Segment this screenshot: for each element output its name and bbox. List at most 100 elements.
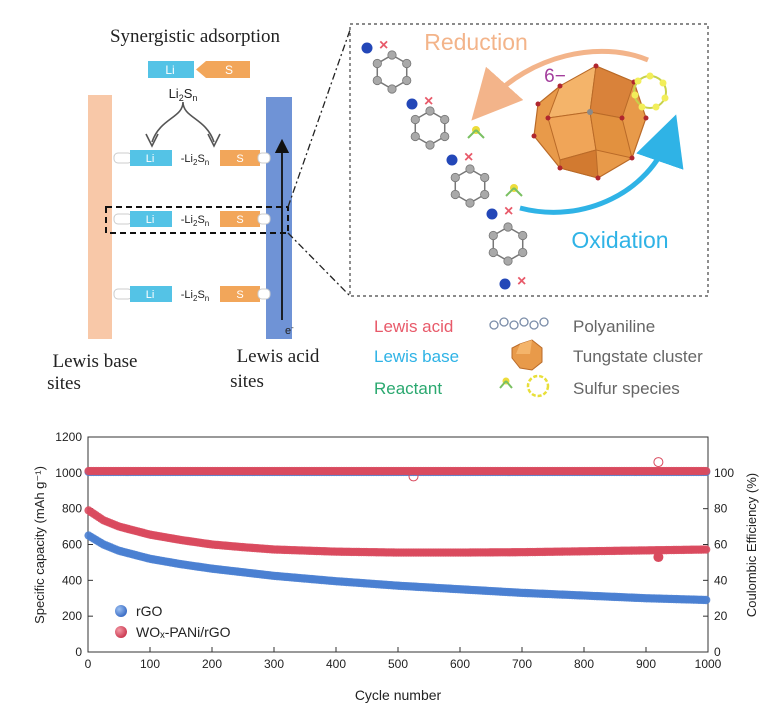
lewis-acid-mark: × [504, 203, 513, 220]
lewis-acid-mark: × [517, 273, 526, 290]
lewis-acid-mark: × [424, 93, 433, 110]
lewis-base-pillar [88, 95, 112, 339]
nitrogen-atom [406, 98, 418, 110]
polyaniline-chain: × × × × × [361, 37, 528, 290]
nitrogen-atom [499, 278, 511, 290]
x-tick-label: 500 [388, 657, 408, 671]
reactant-molecule-1 [467, 126, 485, 139]
li-label: Li [165, 63, 174, 77]
adsorption-schematic: Synergistic adsorption Li S Li2Sn e- Li … [47, 26, 351, 394]
legend-label-rgo: rGO [136, 603, 163, 619]
base-sites-label-1: Lewis base [53, 351, 138, 372]
series-WOₓ-PANi/rGO [84, 506, 711, 557]
x-tick-label: 900 [636, 657, 656, 671]
svg-text:Li: Li [146, 289, 155, 301]
acid-sites-label-1: Lewis acid [237, 346, 320, 367]
y-right-tick-label: 60 [714, 538, 728, 552]
y-right-tick-label: 20 [714, 609, 728, 623]
benzene-ring [488, 222, 528, 266]
zoom-line-top [287, 29, 351, 208]
svg-text:-Li2Sn: -Li2Sn [181, 153, 209, 167]
series-WOₓ-PANi/rGO CE [84, 466, 711, 476]
x-tick-label: 0 [85, 657, 92, 671]
mechanism-frame [349, 23, 709, 297]
reactant-legend-icon [499, 377, 513, 389]
y-left-tick-label: 200 [62, 609, 82, 623]
data-point [701, 595, 711, 605]
legend-lewis-acid: Lewis acid [374, 317, 453, 336]
x-tick-label: 400 [326, 657, 346, 671]
acid-sites-label-2: sites [230, 371, 264, 392]
benzene-ring [372, 50, 412, 94]
legend-marker-rgo [115, 605, 127, 617]
polyaniline-legend-icon [489, 317, 549, 330]
x-tick-label: 300 [264, 657, 284, 671]
data-point [701, 545, 711, 554]
x-axis-label: Cycle number [355, 687, 442, 703]
series-layer [84, 457, 711, 605]
outlier-point [653, 552, 664, 563]
x-tick-label: 700 [512, 657, 532, 671]
legend-tungstate: Tungstate cluster [573, 347, 703, 366]
charge-label: 6− [544, 66, 566, 87]
x-axis-ticks: 0 100 200 300 400 500 600 700 800 900 1000 [85, 647, 722, 671]
split-arrow [151, 101, 215, 143]
oxidation-label: Oxidation [571, 227, 668, 253]
chart-legend: rGO WOₓ-PANi/rGO [115, 603, 231, 640]
svg-text:Li: Li [146, 214, 155, 226]
bound-molecule-2: Li -Li2Sn S [113, 211, 271, 228]
base-sites-label-2: sites [47, 373, 81, 394]
x-tick-label: 800 [574, 657, 594, 671]
schematic-title: Synergistic adsorption [110, 26, 281, 47]
nitrogen-atom [486, 208, 498, 220]
tungstate-cluster [531, 63, 649, 181]
y-right-tick-label: 40 [714, 573, 728, 587]
mechanism-panel: × × × × × Reduction Oxidation 6− [349, 23, 709, 297]
y-left-tick-label: 0 [75, 645, 82, 659]
y-right-axis-ticks: 0 20 40 60 80 100 [703, 466, 734, 659]
sulfur-ring [631, 72, 669, 111]
svg-text:S: S [236, 214, 243, 226]
y-left-axis-ticks: 0 200 400 600 800 1000 1200 [55, 430, 93, 659]
tungstate-legend-icon [511, 339, 543, 371]
bound-molecule-3: Li -Li2Sn S [113, 286, 271, 303]
x-tick-label: 600 [450, 657, 470, 671]
zoom-selection-box [105, 206, 289, 234]
li2sn-top-label: Li2Sn [169, 86, 198, 103]
reactant-molecule-2 [505, 184, 523, 197]
legend-polyaniline: Polyaniline [573, 317, 655, 336]
data-point [701, 466, 711, 476]
y-left-tick-label: 400 [62, 573, 82, 587]
y-left-tick-label: 800 [62, 502, 82, 516]
zoom-line-bottom [287, 232, 351, 297]
nitrogen-atom [361, 42, 373, 54]
y-left-tick-label: 1200 [55, 430, 82, 444]
x-tick-label: 100 [140, 657, 160, 671]
x-tick-label: 1000 [695, 657, 722, 671]
reduction-arrow [471, 48, 649, 121]
lewis-acid-mark: × [464, 149, 473, 166]
s-label: S [225, 63, 233, 77]
free-li-s-molecule: Li S [148, 61, 250, 78]
y-left-tick-label: 1000 [55, 466, 82, 480]
svg-text:-Li2Sn: -Li2Sn [181, 214, 209, 228]
y-right-tick-label: 100 [714, 466, 734, 480]
capacity-chart: 0 100 200 300 400 500 600 700 800 900 1000 0200400… [32, 430, 759, 703]
y-left-tick-label: 600 [62, 538, 82, 552]
y-left-axis-label: Specific capacity (mAh g⁻¹) [32, 466, 47, 624]
y-right-tick-label: 80 [714, 502, 728, 516]
legend-label-wox: WOₓ-PANi/rGO [136, 624, 231, 640]
legend-marker-wox [115, 626, 127, 638]
benzene-ring [450, 164, 490, 208]
y-right-tick-label: 0 [714, 645, 721, 659]
sulfur-legend-icon [526, 374, 550, 398]
mechanism-legend: Lewis acid Lewis base Reactant Polyanili… [374, 317, 703, 398]
y-right-axis-label: Coulombic Efficiency (%) [744, 473, 759, 617]
bound-molecule-1: Li -Li2Sn S [113, 150, 271, 167]
nitrogen-atom [446, 154, 458, 166]
outlier-point [653, 457, 664, 468]
svg-text:S: S [236, 289, 243, 301]
outlier-point [408, 471, 419, 482]
svg-text:Li: Li [146, 153, 155, 165]
